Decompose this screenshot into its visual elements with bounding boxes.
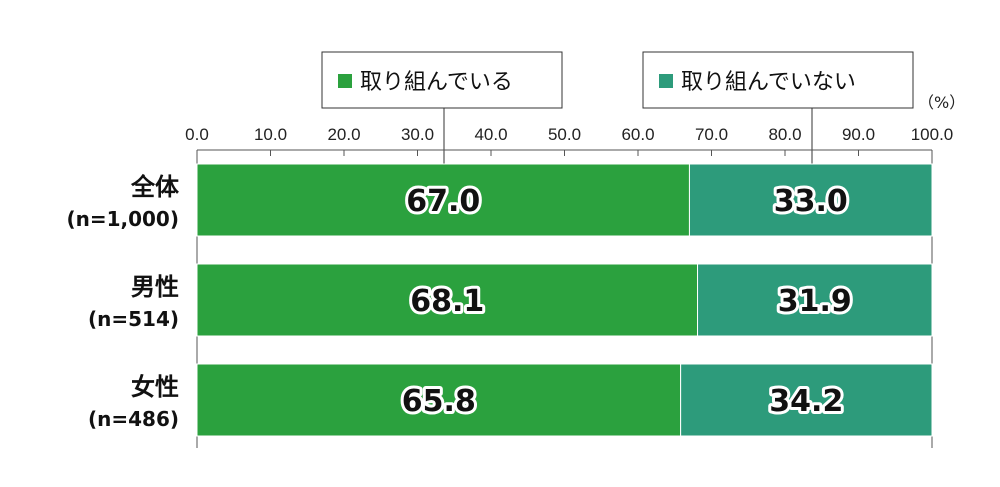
x-tick-label: 30.0 [401, 125, 434, 144]
category-name: 全体 [130, 173, 180, 201]
legend-label: 取り組んでいない [681, 70, 856, 95]
bar-segment-not-doing [697, 263, 933, 337]
x-tick-label: 40.0 [474, 125, 507, 144]
legend-callout-not-doing: 取り組んでいない [642, 51, 914, 178]
category-name: 女性 [131, 373, 179, 401]
legend: 取り組んでいる 取り組んでいない [321, 51, 914, 178]
category-sample-size: (n=486) [88, 407, 179, 431]
x-tick-label: 0.0 [185, 125, 209, 144]
legend-callout-doing: 取り組んでいる [321, 51, 563, 178]
x-tick-label: 60.0 [621, 125, 654, 144]
x-axis: 0.0 10.0 20.0 30.0 40.0 50.0 60.0 70.0 80.0 90.0 1… [185, 125, 953, 156]
legend-swatch [659, 74, 673, 88]
x-tick-label: 90.0 [842, 125, 875, 144]
unit-label: （%） [918, 93, 965, 112]
legend-box [321, 51, 563, 109]
data-label: 65.8 [402, 384, 476, 419]
category-labels: 全体 (n=1,000) 男性 (n=514) 女性 (n=486) [66, 173, 180, 431]
data-label: 67.0 [406, 184, 480, 219]
data-label: 31.9 [778, 284, 852, 319]
category-sample-size: (n=1,000) [66, 207, 179, 231]
legend-box [642, 51, 914, 109]
bar-segment-doing [196, 163, 690, 237]
bar-segment-not-doing [688, 163, 933, 237]
legend-label: 取り組んでいる [360, 70, 513, 95]
x-tick-label: 80.0 [768, 125, 801, 144]
data-label: 34.2 [769, 384, 843, 419]
x-tick-label: 70.0 [695, 125, 728, 144]
category-sample-size: (n=514) [88, 307, 179, 331]
x-tick-label: 10.0 [254, 125, 287, 144]
bar-segment-doing [196, 263, 699, 337]
category-name: 男性 [131, 273, 179, 301]
x-tick-label: 20.0 [327, 125, 360, 144]
x-tick-label: 50.0 [548, 125, 581, 144]
legend-swatch [338, 74, 352, 88]
x-tick-label: 100.0 [911, 125, 954, 144]
bar-segment-doing [196, 363, 682, 437]
data-label: 68.1 [410, 284, 484, 319]
data-label: 33.0 [774, 184, 848, 219]
bar-segment-not-doing [680, 363, 933, 437]
bars: 67.0 33.0 68.1 31.9 65.8 34.2 [196, 150, 933, 448]
